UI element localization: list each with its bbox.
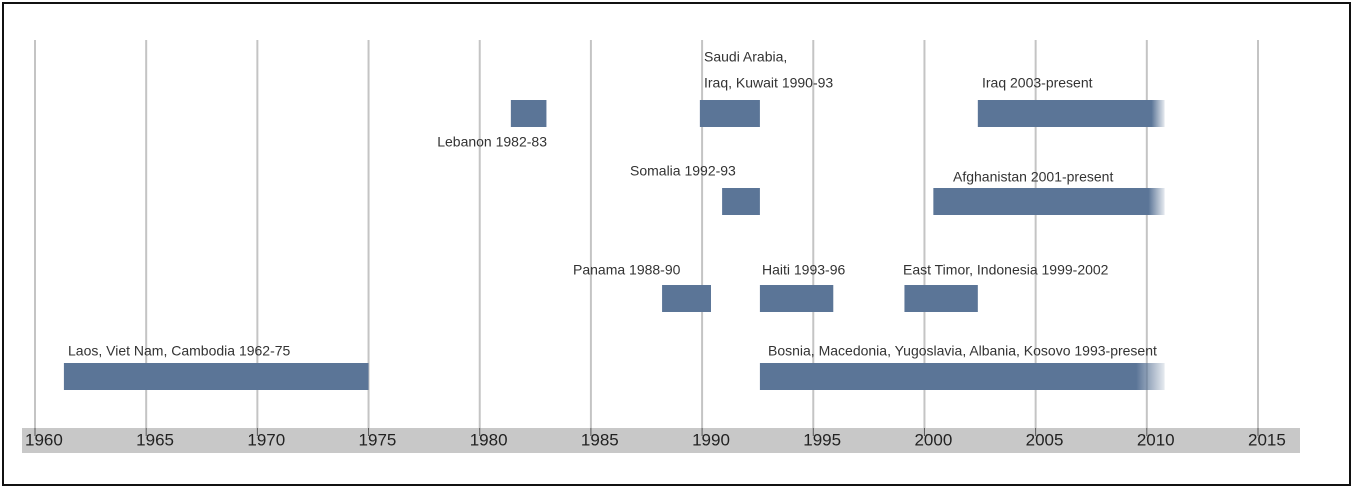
bar-label: Panama 1988-90 [573,262,681,278]
x-tick-label: 2000 [914,430,952,449]
x-tick-label: 1985 [581,430,619,449]
bar-label: Somalia 1992-93 [630,163,736,179]
bar [759,285,834,312]
bar-label: Iraq 2003-present [982,75,1093,91]
bar [63,363,369,390]
x-tick-label: 1975 [359,430,397,449]
x-tick-label: 2010 [1137,430,1175,449]
x-tick-label: 1960 [25,430,63,449]
bar [904,285,978,312]
x-tick-label: 1970 [247,430,285,449]
bar [759,363,1165,390]
x-tick-label: 1980 [470,430,508,449]
bar [977,100,1165,127]
bar [722,188,760,215]
x-tick-label: 1965 [136,430,174,449]
bar-label: Iraq, Kuwait 1990-93 [704,75,833,91]
bar [510,100,547,127]
bar-label: Haiti 1993-96 [762,262,845,278]
x-tick-label: 1995 [803,430,841,449]
x-tick-label: 2005 [1026,430,1064,449]
bar-label: Lebanon 1982-83 [437,134,547,150]
bar [662,285,711,312]
bar-label: Bosnia, Macedonia, Yugoslavia, Albania, … [768,343,1157,359]
x-tick-label: 1990 [692,430,730,449]
bar-label: Saudi Arabia, [704,49,787,65]
axis-band [22,428,1300,453]
bar-label: Afghanistan 2001-present [953,169,1113,185]
bar-label: Laos, Viet Nam, Cambodia 1962-75 [68,343,291,359]
bar [933,188,1165,215]
bar [699,100,760,127]
x-tick-label: 2015 [1248,430,1286,449]
bar-label: East Timor, Indonesia 1999-2002 [903,262,1109,278]
